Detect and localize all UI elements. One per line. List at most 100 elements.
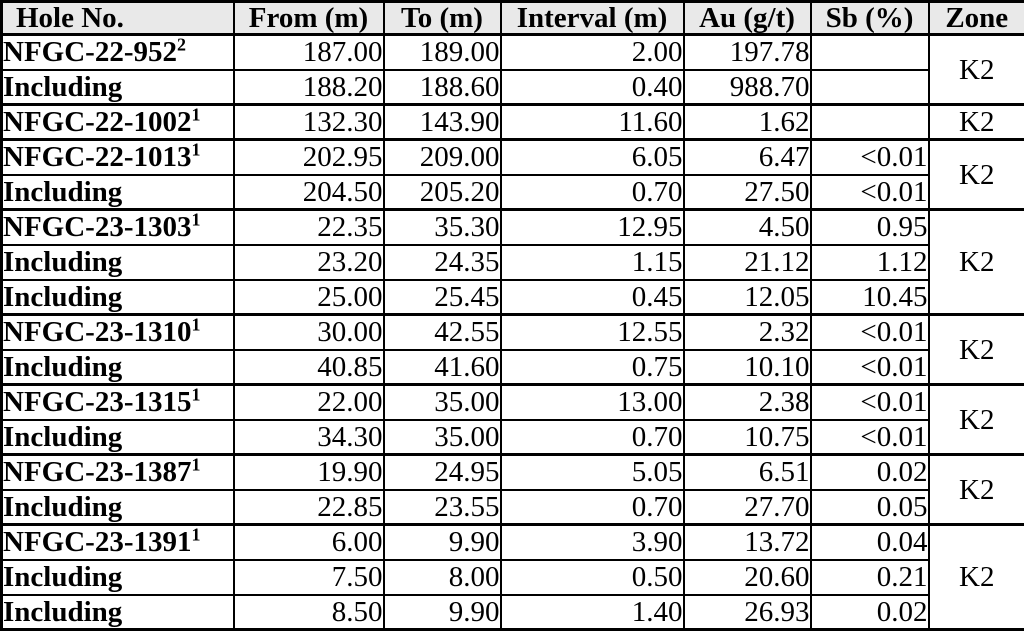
cell-sb: <0.01 [809, 348, 930, 386]
column-header-sb: Sb (%) [809, 0, 930, 36]
hole-number-cell: NFGC-23-13151 [0, 383, 235, 421]
including-label-cell: Including [0, 593, 235, 631]
including-label-cell: Including [0, 348, 235, 386]
cell-to: 188.60 [382, 68, 502, 106]
cell-au: 6.51 [682, 453, 812, 491]
including-label-cell: Including [0, 243, 235, 281]
cell-from: 188.20 [232, 68, 385, 106]
cell-from: 7.50 [232, 558, 385, 596]
cell-to: 24.35 [382, 243, 502, 281]
cell-sb: <0.01 [809, 173, 930, 211]
cell-au: 1.62 [682, 103, 812, 141]
hole-row: NFGC-22-10131 202.95 209.00 6.05 6.47 <0.01 K2 [0, 138, 1024, 211]
cell-interval: 1.40 [499, 593, 685, 631]
hole-label: Including [3, 490, 123, 523]
cell-au: 26.93 [682, 593, 812, 631]
hole-label: NFGC-23-1391 [3, 526, 192, 559]
cell-to: 8.00 [382, 558, 502, 596]
cell-au: 27.70 [682, 488, 812, 526]
cell-to: 209.00 [382, 138, 502, 176]
zone-cell: K2 [927, 523, 1024, 631]
cell-sb: 0.21 [809, 558, 930, 596]
footnote-superscript: 1 [191, 209, 201, 230]
hole-label: Including [3, 280, 123, 313]
including-row: Including 8.50 9.90 1.40 26.93 0.02 [0, 593, 1024, 631]
zone-cell: K2 [927, 383, 1024, 456]
footnote-superscript: 1 [191, 384, 201, 405]
zone-cell: K2 [927, 453, 1024, 526]
cell-sb: 1.12 [809, 243, 930, 281]
including-row: Including 204.50 205.20 0.70 27.50 <0.01 [0, 173, 1024, 211]
cell-from: 22.00 [232, 383, 385, 421]
column-header-zone: Zone [927, 0, 1024, 36]
cell-interval: 12.95 [499, 208, 685, 246]
hole-number-cell: NFGC-23-13871 [0, 453, 235, 491]
cell-from: 202.95 [232, 138, 385, 176]
hole-label: NFGC-23-1303 [3, 211, 192, 244]
including-label-cell: Including [0, 558, 235, 596]
cell-interval: 0.50 [499, 558, 685, 596]
cell-sb [809, 33, 930, 71]
zone-cell: K2 [927, 138, 1024, 211]
including-row: Including 188.20 188.60 0.40 988.70 [0, 68, 1024, 106]
cell-au: 12.05 [682, 278, 812, 316]
column-header-to: To (m) [382, 0, 502, 36]
cell-au: 27.50 [682, 173, 812, 211]
cell-sb: 0.05 [809, 488, 930, 526]
cell-from: 23.20 [232, 243, 385, 281]
including-row: Including 22.85 23.55 0.70 27.70 0.05 [0, 488, 1024, 526]
cell-from: 34.30 [232, 418, 385, 456]
hole-row: NFGC-22-10021 132.30 143.90 11.60 1.62 K2 [0, 103, 1024, 141]
including-row: Including 40.85 41.60 0.75 10.10 <0.01 [0, 348, 1024, 386]
cell-from: 25.00 [232, 278, 385, 316]
cell-interval: 12.55 [499, 313, 685, 351]
cell-sb: 0.04 [809, 523, 930, 561]
cell-to: 9.90 [382, 523, 502, 561]
hole-label: NFGC-22-952 [3, 36, 177, 69]
cell-sb: <0.01 [809, 313, 930, 351]
cell-sb: <0.01 [809, 383, 930, 421]
cell-to: 9.90 [382, 593, 502, 631]
cell-from: 8.50 [232, 593, 385, 631]
cell-sb: 0.95 [809, 208, 930, 246]
cell-sb [809, 103, 930, 141]
cell-interval: 5.05 [499, 453, 685, 491]
including-label-cell: Including [0, 488, 235, 526]
header-row: Hole No. From (m) To (m) Interval (m) Au (g/… [0, 0, 1024, 36]
cell-to: 25.45 [382, 278, 502, 316]
cell-au: 10.75 [682, 418, 812, 456]
footnote-superscript: 1 [191, 314, 201, 335]
hole-row: NFGC-23-13871 19.90 24.95 5.05 6.51 0.02 K2 [0, 453, 1024, 526]
hole-label: NFGC-23-1387 [3, 456, 192, 489]
column-header-au: Au (g/t) [682, 0, 812, 36]
zone-cell: K2 [927, 208, 1024, 316]
cell-sb: 0.02 [809, 593, 930, 631]
cell-interval: 2.00 [499, 33, 685, 71]
hole-number-cell: NFGC-23-13101 [0, 313, 235, 351]
cell-sb: <0.01 [809, 418, 930, 456]
footnote-superscript: 1 [191, 139, 201, 160]
including-label-cell: Including [0, 68, 235, 106]
hole-number-cell: NFGC-22-10021 [0, 103, 235, 141]
cell-to: 35.30 [382, 208, 502, 246]
cell-interval: 0.45 [499, 278, 685, 316]
hole-row: NFGC-22-9522 187.00 189.00 2.00 197.78 K2 [0, 33, 1024, 106]
hole-label: Including [3, 420, 123, 453]
footnote-superscript: 1 [191, 454, 201, 475]
cell-to: 35.00 [382, 418, 502, 456]
hole-label: Including [3, 70, 123, 103]
cell-from: 30.00 [232, 313, 385, 351]
footnote-superscript: 1 [191, 104, 201, 125]
zone-cell: K2 [927, 313, 1024, 386]
cell-to: 143.90 [382, 103, 502, 141]
cell-to: 205.20 [382, 173, 502, 211]
column-header-interval: Interval (m) [499, 0, 685, 36]
hole-label: NFGC-23-1310 [3, 316, 192, 349]
cell-sb: 10.45 [809, 278, 930, 316]
hole-label: NFGC-23-1315 [3, 386, 192, 419]
hole-label: Including [3, 561, 123, 594]
including-label-cell: Including [0, 418, 235, 456]
cell-au: 197.78 [682, 33, 812, 71]
including-label-cell: Including [0, 173, 235, 211]
